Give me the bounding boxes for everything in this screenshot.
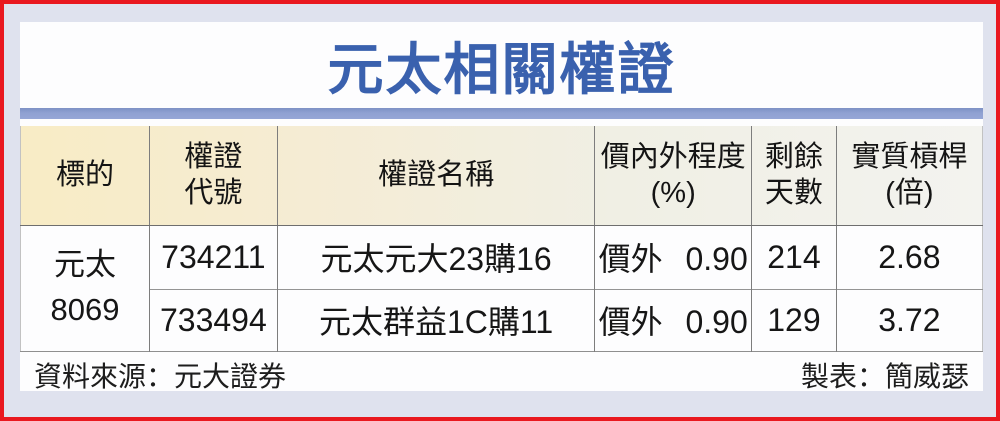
content-panel: 元太相關權證 標的 權證 代號 權證名稱 價內外程度 (%) 剩餘 天數 實質槓… (20, 22, 983, 392)
leverage-cell: 3.72 (835, 288, 983, 351)
header-moneyness: 價內外程度 (%) (594, 126, 752, 226)
leverage-cell: 2.68 (835, 225, 983, 289)
moneyness-cell: 價外 0.90 (594, 225, 752, 289)
days-remaining-cell: 214 (751, 225, 837, 289)
header-leverage: 實質槓桿 (倍) (835, 126, 983, 226)
days-remaining-cell: 129 (751, 288, 837, 351)
header-underlying: 標的 (20, 126, 150, 226)
credit-note: 製表：簡威瑟 (800, 361, 969, 392)
header-warrant-code: 權證 代號 (148, 126, 278, 226)
header-warrant-name: 權證名稱 (276, 126, 595, 226)
source-note: 資料來源：元大證券 (34, 361, 287, 392)
warrants-table: 標的 權證 代號 權證名稱 價內外程度 (%) 剩餘 天數 實質槓桿 (倍) 元… (20, 126, 983, 352)
warrant-code-cell: 734211 (148, 225, 278, 289)
moneyness-cell: 價外 0.90 (594, 288, 752, 351)
table-row: 733494 元太群益1C購11 價外 0.90 129 3.72 (21, 288, 983, 351)
table-footer: 資料來源：元大證券 製表：簡威瑟 (20, 352, 983, 399)
underlying-cell: 元太 8069 (20, 225, 150, 351)
warrant-code-cell: 733494 (148, 288, 278, 351)
table-header-row: 標的 權證 代號 權證名稱 價內外程度 (%) 剩餘 天數 實質槓桿 (倍) (20, 126, 983, 226)
warrant-name-cell: 元太群益1C購11 (276, 288, 595, 351)
title-underline-bar (20, 108, 983, 119)
warrant-name-cell: 元太元大23購16 (276, 225, 595, 289)
header-days-remaining: 剩餘 天數 (751, 126, 837, 226)
page-title: 元太相關權證 (327, 37, 676, 101)
table-row: 元太 8069 734211 元太元大23購16 價外 0.90 214 2.6… (20, 225, 983, 351)
